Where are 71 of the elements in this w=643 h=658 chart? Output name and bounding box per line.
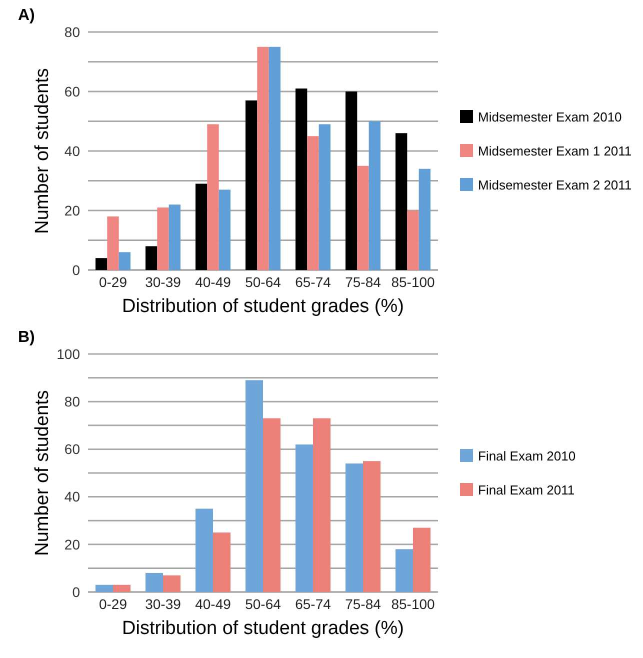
bar: [296, 88, 308, 270]
bar: [357, 166, 369, 270]
bar: [257, 46, 269, 270]
y-tick-label: 80: [64, 24, 80, 40]
x-tick-label: 30-39: [145, 274, 182, 290]
y-tick-label: 100: [56, 346, 80, 362]
y-tick-label: 80: [64, 394, 80, 410]
bar: [196, 508, 213, 592]
bar: [396, 549, 413, 592]
x-tick-label: 85-100: [391, 274, 436, 290]
bar: [368, 121, 380, 270]
legend-label: Midsemester Exam 1 2011: [478, 144, 632, 159]
bar: [418, 168, 430, 270]
x-axis-title: Distribution of student grades (%): [122, 296, 404, 317]
bar: [307, 136, 319, 270]
x-tick-label: 85-100: [391, 596, 436, 612]
y-tick-label: 0: [72, 262, 80, 278]
bar: [246, 380, 263, 592]
bar: [346, 463, 363, 592]
legend-label: Midsemester Exam 2010: [478, 110, 622, 125]
bar: [296, 444, 313, 592]
bar: [207, 124, 219, 270]
x-tick-label: 75-84: [345, 596, 382, 612]
y-tick-label: 60: [64, 441, 80, 458]
bar: [96, 584, 113, 592]
bar: [196, 184, 208, 270]
bar: [407, 210, 419, 270]
bar: [246, 100, 258, 270]
bar: [396, 133, 408, 270]
bar: [157, 208, 169, 270]
y-axis-title: Number of students: [32, 68, 53, 234]
chart-title: A): [18, 7, 35, 24]
x-tick-label: 65-74: [295, 274, 332, 290]
y-tick-label: 40: [64, 142, 80, 159]
x-tick-label: 30-39: [145, 596, 182, 612]
legend-label: Midsemester Exam 2 2011: [478, 178, 632, 193]
x-tick-label: 40-49: [195, 274, 232, 290]
bar: [146, 246, 158, 270]
bar: [346, 92, 358, 270]
bar: [263, 418, 280, 592]
bar: [318, 124, 330, 270]
y-tick-label: 20: [64, 536, 80, 552]
y-tick-label: 60: [64, 83, 80, 100]
bar: [363, 461, 380, 592]
bar: [268, 46, 280, 270]
x-tick-label: 40-49: [195, 596, 232, 612]
x-tick-label: 65-74: [295, 596, 332, 612]
x-tick-label: 0-29: [98, 596, 128, 612]
legend-label: Final Exam 2010: [478, 448, 576, 464]
bar: [168, 204, 180, 270]
bar: [313, 418, 330, 592]
bar: [107, 216, 119, 270]
x-tick-label: 75-84: [345, 274, 382, 290]
bar: [163, 575, 180, 592]
chart-title: B): [18, 329, 35, 346]
y-tick-label: 40: [64, 488, 80, 505]
bar: [96, 258, 108, 270]
x-tick-label: 50-64: [245, 274, 282, 290]
bar: [213, 532, 230, 592]
bar: [413, 528, 430, 592]
legend-label: Final Exam 2011: [478, 482, 575, 498]
x-tick-label: 0-29: [98, 274, 128, 290]
y-tick-label: 0: [72, 584, 80, 600]
bar: [113, 584, 130, 592]
y-tick-label: 20: [64, 202, 80, 218]
x-axis-title: Distribution of student grades (%): [122, 618, 404, 639]
bar: [218, 190, 230, 270]
bar: [146, 572, 163, 592]
bar: [118, 252, 130, 270]
y-axis-title: Number of students: [32, 390, 53, 556]
x-tick-label: 50-64: [245, 596, 282, 612]
